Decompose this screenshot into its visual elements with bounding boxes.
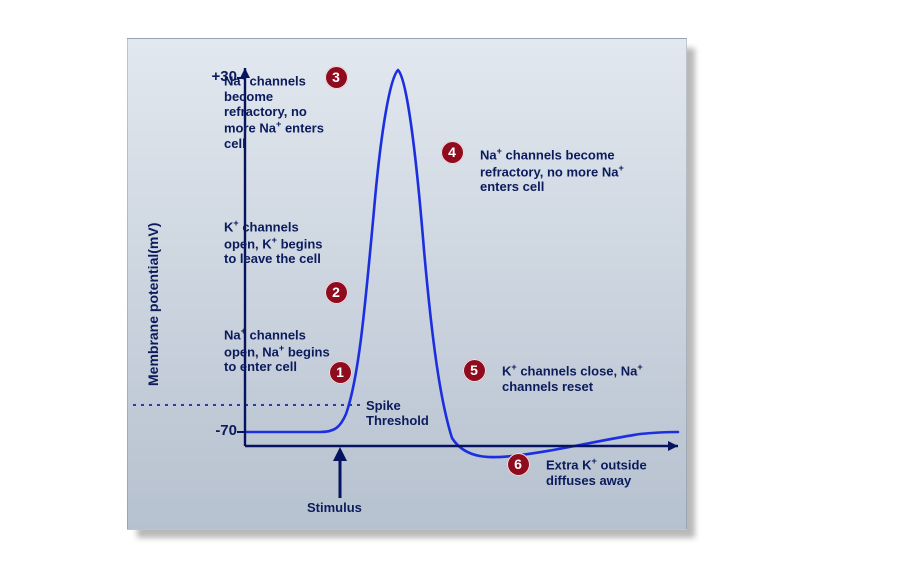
badge-1: 1 [329, 361, 352, 384]
tick-minus70: -70 [197, 422, 237, 439]
threshold-label: Spike Threshold [366, 398, 429, 428]
badge-2: 2 [325, 281, 348, 304]
plot-svg [0, 0, 900, 561]
annotation-4: Na+ channels become refractory, no more … [480, 146, 650, 195]
badge-6: 6 [507, 453, 530, 476]
badge-3: 3 [325, 66, 348, 89]
y-axis-label: Membrane potential(mV) [145, 223, 161, 386]
badge-5: 5 [463, 359, 486, 382]
annotation-6: Extra K+ outside diffuses away [546, 456, 676, 488]
threshold-line2: Threshold [366, 413, 429, 428]
stimulus-label: Stimulus [307, 500, 362, 515]
annotation-3: Na+ channels become refractory, no more … [224, 72, 336, 151]
annotation-1: Na+ channels open, Na+ begins to enter c… [224, 326, 334, 375]
stage: Membrane potential(mV) +30 -70 Spike Thr… [0, 0, 900, 561]
badge-4: 4 [441, 141, 464, 164]
annotation-2: K+ channels open, K+ begins to leave the… [224, 218, 334, 267]
threshold-line1: Spike [366, 398, 401, 413]
annotation-5: K+ channels close, Na+ channels reset [502, 362, 662, 394]
